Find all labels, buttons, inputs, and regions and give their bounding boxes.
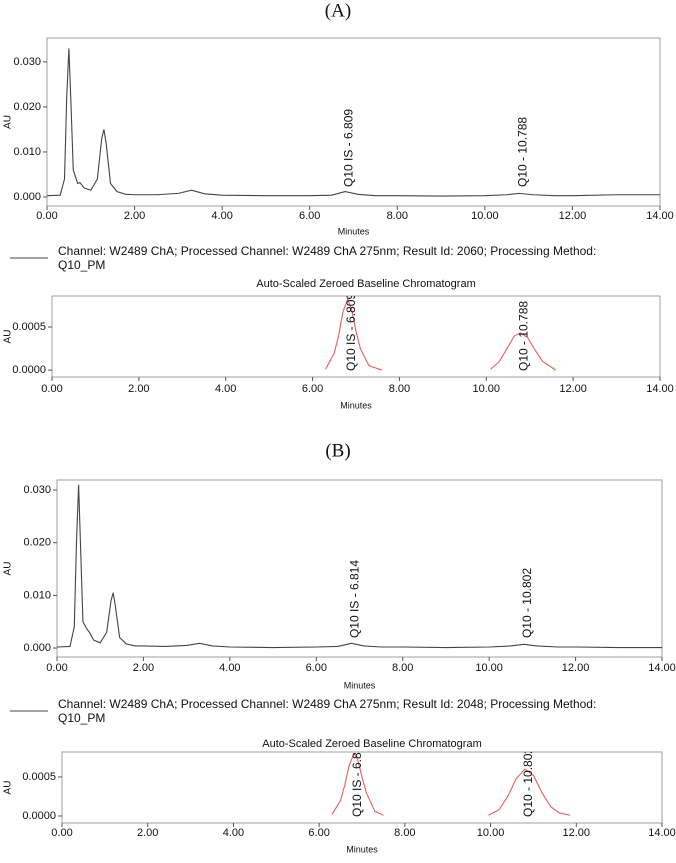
plot-frame (56, 479, 663, 658)
y-axis-label: AU (3, 781, 14, 795)
x-tick-label: 12.00 (559, 383, 587, 395)
panel-label: (A) (325, 0, 351, 21)
chromatogram-line (57, 484, 662, 649)
y-tick-label: 0.0000 (12, 364, 46, 376)
x-tick-label: 14.00 (646, 383, 674, 395)
plot-area: Q10 IS - 6.814 Q10 - 10.802 (57, 484, 662, 649)
x-tick-label: 14.00 (648, 827, 676, 839)
x-tick-label: 0.00 (36, 210, 57, 222)
legend-text: Q10_PM (58, 711, 105, 725)
x-tick-label: 10.00 (475, 662, 503, 674)
peak-label: Q10 IS - 6.814 (350, 739, 364, 817)
peak-label: Q10 - 10.788 (517, 301, 531, 371)
x-tick-label: 6.00 (302, 383, 323, 395)
x-tick-label: 0.00 (46, 662, 67, 674)
peak-label: Q10 IS - 6.809 (344, 293, 358, 371)
x-tick-label: 14.00 (648, 662, 676, 674)
x-tick-label: 2.00 (124, 210, 145, 222)
chromatogram-line (488, 768, 570, 816)
y-tick-label: 0.0000 (22, 810, 56, 822)
peak-label: Q10 IS - 6.809 (341, 109, 355, 187)
x-tick-label: 4.00 (215, 383, 236, 395)
x-tick-label: 6.00 (308, 827, 329, 839)
x-tick-label: 2.00 (128, 383, 149, 395)
x-tick-label: 2.00 (133, 662, 154, 674)
peak-label: Q10 - 10.788 (516, 117, 530, 187)
chromatogram-line (325, 297, 383, 371)
y-axis-label: AU (3, 115, 14, 129)
y-tick-label: 0.0005 (22, 771, 56, 783)
y-tick-label: 0.010 (23, 589, 51, 601)
x-axis-label: Minutes (340, 400, 372, 410)
x-tick-label: 10.00 (477, 827, 505, 839)
x-tick-label: 0.00 (51, 827, 72, 839)
y-tick-label: 0.020 (13, 101, 41, 113)
y-tick-label: 0.030 (13, 56, 41, 68)
x-tick-label: 8.00 (389, 383, 410, 395)
plot-area: Q10 IS - 6.809 Q10 - 10.788 (325, 293, 557, 371)
x-tick-label: 14.00 (646, 210, 674, 222)
x-axis-label: Minutes (344, 680, 376, 690)
peak-label: Q10 IS - 6.814 (348, 560, 362, 638)
y-tick-label: 0.010 (13, 146, 41, 158)
peak-label: Q10 - 10.802 (521, 747, 535, 817)
y-axis-label: AU (3, 330, 14, 344)
x-tick-label: 4.00 (223, 827, 244, 839)
y-tick-label: 0.000 (13, 191, 41, 203)
plot-area: Q10 IS - 6.814 Q10 - 10.802 (331, 739, 570, 817)
legend-text: Channel: W2489 ChA; Processed Channel: W… (58, 697, 596, 711)
x-tick-label: 6.00 (299, 210, 320, 222)
x-tick-label: 10.00 (471, 210, 499, 222)
x-tick-label: 0.00 (41, 383, 62, 395)
x-tick-label: 6.00 (306, 662, 327, 674)
legend-text: Q10_PM (58, 258, 105, 272)
x-tick-label: 12.00 (563, 827, 591, 839)
plot-frame (61, 751, 663, 824)
x-tick-label: 4.00 (211, 210, 232, 222)
chromatogram-line (490, 332, 557, 371)
chart-title: Auto-Scaled Zeroed Baseline Chromatogram (262, 738, 482, 750)
x-tick-label: 8.00 (387, 210, 408, 222)
x-tick-label: 12.00 (559, 210, 587, 222)
x-tick-label: 8.00 (394, 827, 415, 839)
chart-title: Auto-Scaled Zeroed Baseline Chromatogram (256, 278, 476, 290)
panel-label: (B) (325, 440, 350, 461)
x-tick-label: 8.00 (392, 662, 413, 674)
plot-frame (51, 295, 661, 378)
plot-frame (46, 37, 661, 207)
chromatogram-line (47, 48, 660, 197)
x-tick-label: 12.00 (562, 662, 590, 674)
plot-area: Q10 IS - 6.809 Q10 - 10.788 (47, 48, 660, 197)
x-axis-label: Minutes (338, 226, 370, 236)
x-axis-label: Minutes (346, 844, 378, 854)
y-tick-label: 0.020 (23, 537, 51, 549)
x-tick-label: 4.00 (219, 662, 240, 674)
legend-text: Channel: W2489 ChA; Processed Channel: W… (58, 244, 596, 258)
x-tick-label: 2.00 (137, 827, 158, 839)
x-tick-label: 10.00 (473, 383, 501, 395)
y-axis-label: AU (3, 562, 14, 576)
chromatogram-line (331, 752, 384, 816)
y-tick-label: 0.0005 (12, 321, 46, 333)
peak-label: Q10 - 10.802 (520, 568, 534, 638)
y-tick-label: 0.030 (23, 484, 51, 496)
y-tick-label: 0.000 (23, 642, 51, 654)
